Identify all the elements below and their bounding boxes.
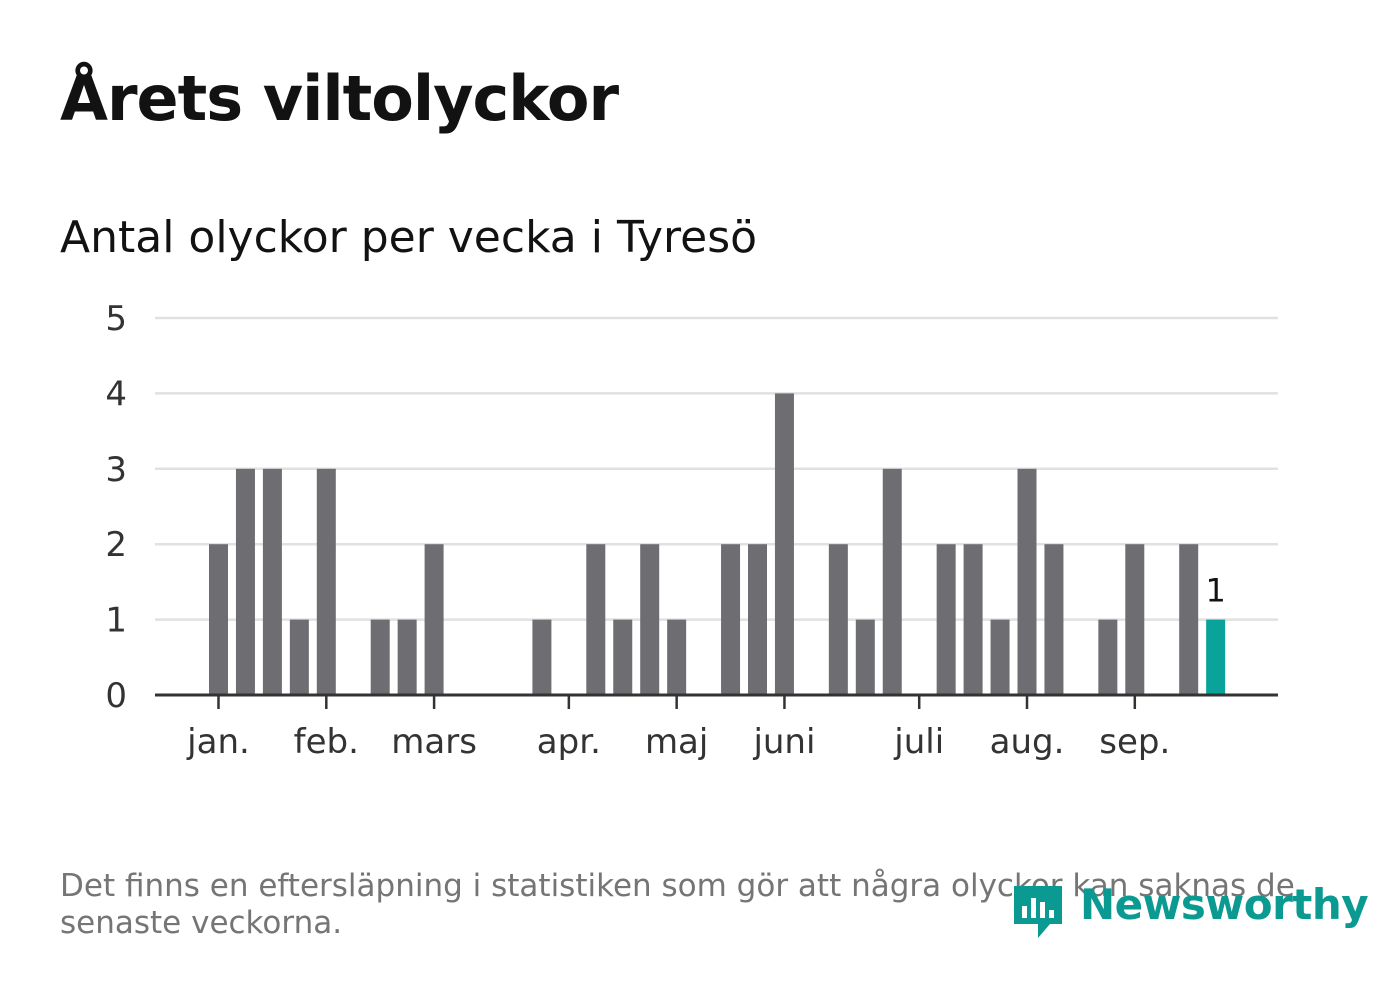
bars (209, 393, 1226, 695)
data-label-highlight: 1 (1205, 572, 1225, 610)
bar-week-17 (640, 544, 660, 695)
bar-week-20 (721, 544, 741, 695)
x-tick-label-juli: juli (893, 722, 944, 762)
bar-week-28 (936, 544, 956, 695)
bar-week-4 (289, 619, 309, 695)
bar-week-38 (1206, 619, 1226, 695)
bar-week-22 (774, 393, 794, 695)
x-tick-label-apr.: apr. (537, 722, 601, 762)
x-tick-label-mars: mars (391, 722, 477, 762)
newsworthy-logo-text: Newsworthy (1080, 880, 1369, 929)
x-tick-label-jan.: jan. (186, 722, 250, 762)
bar-week-26 (882, 468, 902, 695)
footnote: Det finns en eftersläpning i statistiken… (60, 868, 1295, 941)
bar-chart: 0 1 2 3 4 5 jan. feb. mars apr. maj juni juli aug. sep… (105, 299, 1278, 762)
bar-week-34 (1098, 619, 1118, 695)
bar-week-30 (990, 619, 1010, 695)
bar-week-31 (1017, 468, 1037, 695)
bar-week-24 (828, 544, 848, 695)
bar-week-15 (586, 544, 606, 695)
newsworthy-logo: Newsworthy (1010, 878, 1369, 944)
x-tick-label-juni: juni (752, 722, 815, 762)
bar-week-7 (370, 619, 390, 695)
bar-week-29 (963, 544, 983, 695)
bar-week-18 (667, 619, 687, 695)
chart-subtitle: Antal olyckor per vecka i Tyresö (60, 212, 758, 263)
x-tick-label-maj: maj (645, 722, 708, 762)
bar-week-21 (748, 544, 767, 695)
x-tick-label-feb.: feb. (294, 722, 359, 762)
chart-title: Årets viltolyckor (60, 62, 619, 135)
labels: 0 1 2 3 4 5 jan. feb. mars apr. maj juni juli aug. sep… (105, 299, 1225, 762)
bar-week-8 (397, 619, 417, 695)
y-tick-label-1: 1 (105, 601, 127, 641)
newsworthy-logo-icon (1014, 886, 1062, 938)
bar-week-32 (1044, 544, 1064, 695)
bar-week-3 (262, 468, 282, 695)
x-axis (155, 693, 1278, 709)
y-tick-label-3: 3 (105, 450, 127, 490)
bar-week-1 (209, 544, 228, 695)
bar-week-25 (855, 619, 875, 695)
bar-week-9 (424, 544, 444, 695)
x-tick-label-aug.: aug. (990, 722, 1065, 762)
bar-week-2 (235, 468, 255, 695)
bar-week-35 (1125, 544, 1145, 695)
gridlines (155, 316, 1278, 621)
bar-week-16 (613, 619, 633, 695)
y-tick-label-0: 0 (105, 676, 127, 716)
x-tick-label-sep.: sep. (1099, 722, 1170, 762)
bar-week-5 (316, 468, 336, 695)
y-tick-label-4: 4 (105, 374, 127, 414)
bar-week-37 (1179, 544, 1199, 695)
y-tick-label-2: 2 (105, 525, 127, 565)
y-tick-label-5: 5 (105, 299, 127, 339)
bar-week-13 (532, 619, 552, 695)
